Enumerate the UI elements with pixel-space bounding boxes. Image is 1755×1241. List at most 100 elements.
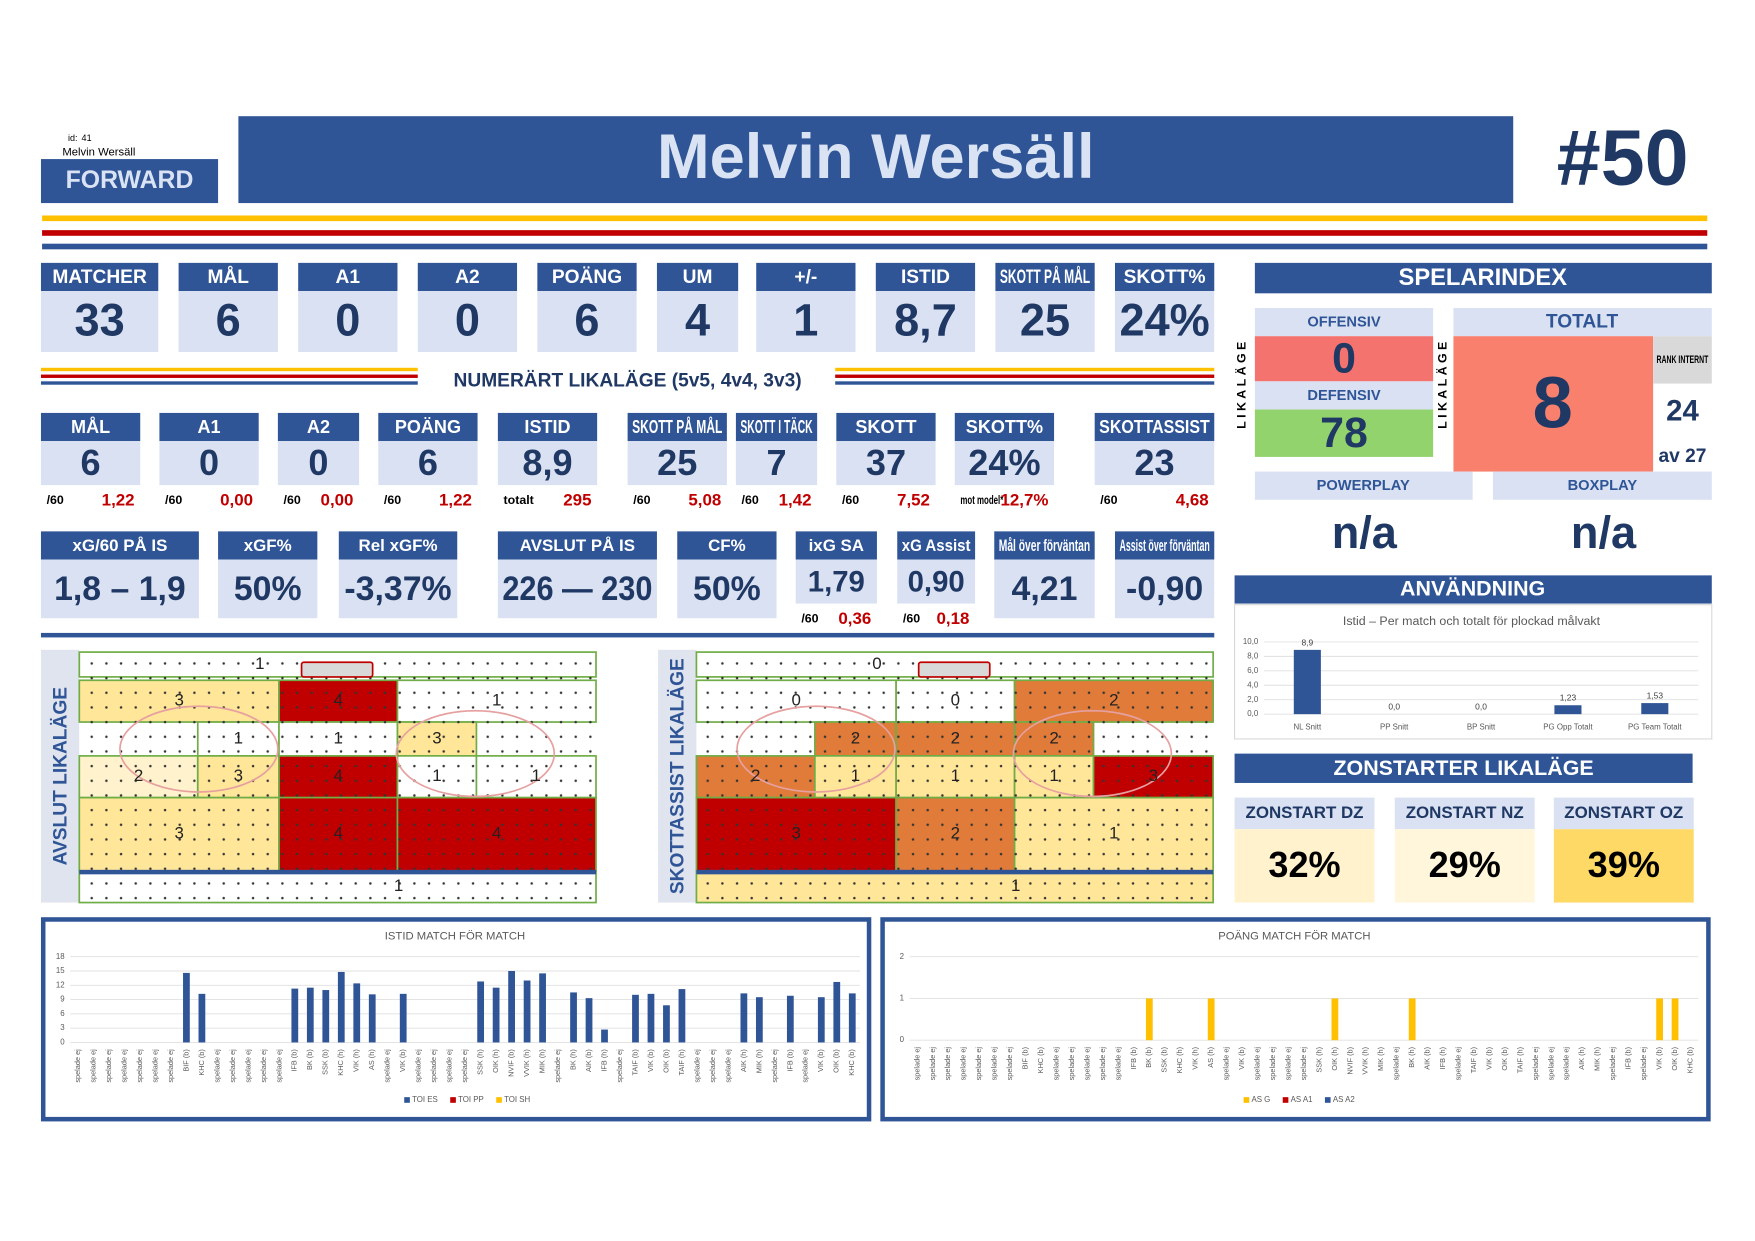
bar: [570, 992, 577, 1043]
stat-value-box: [656, 291, 739, 352]
stat-value: 6: [216, 295, 241, 346]
zone-label: ZONSTART DZ: [1246, 803, 1364, 822]
x-tick-label: spelade ej: [1562, 1047, 1571, 1081]
bar: [1671, 998, 1679, 1041]
stat-value: 25: [1020, 295, 1070, 346]
x-tick-label: VVIK (h): [522, 1049, 531, 1077]
stripe: [835, 374, 1215, 378]
x-tick-label: spelade ej: [1546, 1047, 1555, 1081]
stat-value: 0: [199, 442, 219, 483]
stat-value-box: [1114, 291, 1215, 352]
stat-sub-label: /60: [633, 493, 650, 507]
x-tick-label: TAIF (h): [677, 1049, 686, 1075]
bar: [755, 997, 763, 1043]
bar: [198, 993, 206, 1043]
x-tick-label: spelade ej: [150, 1049, 159, 1083]
id-label: id:: [68, 133, 78, 143]
zone-number: 4: [334, 766, 343, 785]
stripe: [40, 367, 418, 372]
usage-title: ANVÄNDNING: [1400, 577, 1545, 601]
stat-value-box: [677, 559, 777, 619]
stat-header: [994, 531, 1095, 560]
stat-value: -0,90: [1126, 570, 1203, 608]
bar: [291, 988, 299, 1043]
stat-sub-label: /60: [165, 493, 182, 507]
stat-value: 4: [685, 295, 710, 346]
stat-label: MÅL: [71, 417, 110, 437]
stat-header: [417, 262, 518, 292]
stat-value: 1: [793, 295, 818, 346]
stripe: [40, 381, 418, 385]
stat-header: [735, 412, 818, 442]
zone-number: 1: [492, 691, 501, 710]
x-tick-label: spelade ej: [1051, 1047, 1060, 1081]
y-tick-label: 0: [900, 1035, 905, 1044]
stat-label: xG Assist: [902, 536, 971, 555]
side-label: LIKALÄGE: [1234, 338, 1249, 428]
stat-header: [298, 262, 398, 292]
bar: [632, 994, 639, 1043]
x-tick-label: MIK (h): [754, 1049, 763, 1073]
x-tick-label: OIK (b): [661, 1049, 670, 1073]
legend-label: AS A2: [1333, 1095, 1355, 1104]
index-label: POWERPLAY: [1317, 478, 1410, 494]
y-tick-label: 6,0: [1247, 666, 1259, 675]
zone-number: 1: [1049, 766, 1058, 785]
zone-number: 1: [1011, 876, 1020, 895]
stripe: [40, 374, 418, 378]
zone-number: 2: [134, 766, 143, 785]
index-offensive-box: [1254, 336, 1434, 382]
x-tick-label: VIK (b): [398, 1049, 407, 1072]
stat-sub-label: /60: [801, 612, 818, 626]
legend-swatch: [1324, 1097, 1331, 1103]
x-tick-label: spelade ej: [1222, 1047, 1231, 1081]
stat-value: 226 — 230: [502, 570, 652, 608]
bar: [492, 987, 500, 1043]
stat-sub-value: 4,68: [1176, 490, 1209, 509]
x-tick-label: VIK (b): [646, 1049, 655, 1072]
x-tick-label: spelade ej: [445, 1049, 454, 1083]
bar: [508, 970, 515, 1043]
x-tick-label: IFB (h): [1438, 1047, 1447, 1069]
stat-label: SKOTT PÅ MÅL: [1000, 267, 1090, 288]
zone-number: 1: [532, 766, 541, 785]
x-tick-label: PG Opp Totalt: [1543, 723, 1593, 732]
x-tick-label: BK (b): [1144, 1047, 1153, 1068]
bar: [678, 989, 686, 1043]
x-tick-label: spelade ej: [135, 1049, 144, 1083]
stat-value: 23: [1134, 442, 1174, 483]
bar: [399, 993, 407, 1043]
rank-box: [1653, 336, 1712, 384]
x-tick-label: spelade ej: [723, 1049, 732, 1083]
index-defensive-box: [1254, 409, 1434, 457]
y-tick-label: 8,0: [1247, 651, 1259, 660]
bar: [585, 998, 593, 1043]
bar: [817, 997, 825, 1043]
stat-header: [795, 531, 877, 560]
stat-sub-value: 0,18: [937, 609, 970, 628]
stat-value: 8,9: [522, 442, 572, 483]
stat-sub-value: 5,08: [688, 490, 721, 509]
bar: [601, 1029, 608, 1043]
stripe: [835, 367, 1215, 372]
stat-label: A1: [198, 417, 221, 437]
stat-value: 6: [574, 295, 599, 346]
stat-value-box: [1094, 441, 1215, 486]
bar: [833, 981, 841, 1043]
y-tick-label: 4,0: [1247, 680, 1259, 689]
stat-label: SKOTT PÅ MÅL: [632, 417, 722, 437]
x-tick-label: spelade ej: [928, 1047, 937, 1081]
blue-line: [79, 869, 597, 875]
stat-label: +/-: [794, 267, 817, 288]
index-label: OFFENSIV: [1307, 315, 1381, 331]
stat-header: [1114, 262, 1215, 292]
x-tick-label: spelade ej: [1639, 1047, 1648, 1081]
x-tick-label: VIK (b): [1484, 1047, 1493, 1070]
bar: [477, 981, 485, 1043]
x-tick-label: spelade ej: [1608, 1047, 1617, 1081]
y-tick-label: 18: [56, 952, 65, 961]
zone-value-box: [1234, 829, 1375, 903]
stat-value-box: [417, 291, 518, 352]
x-tick-label: spelade ej: [553, 1049, 562, 1083]
side-label: LIKALÄGE: [1435, 338, 1450, 428]
